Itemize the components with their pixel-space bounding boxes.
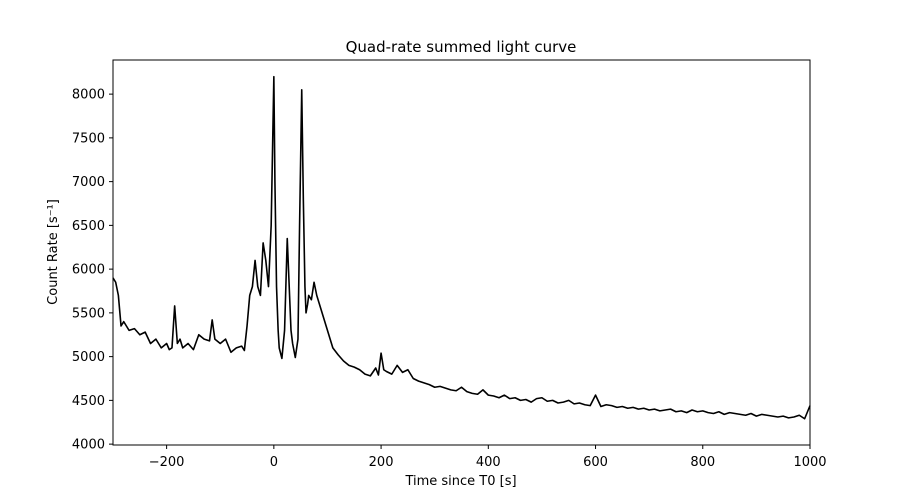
x-axis: −200 0 200 400 600 800 1000	[149, 445, 827, 470]
y-axis-label: Count Rate [s⁻¹]	[46, 199, 61, 305]
series-line-0	[112, 75, 811, 420]
x-tick-label: 400	[476, 455, 501, 470]
y-tick-label: 5000	[72, 350, 105, 365]
x-tick-label: 800	[690, 455, 715, 470]
y-tick-label: 7000	[72, 175, 105, 190]
x-tick-label: −200	[149, 455, 185, 470]
y-tick-label: 8000	[72, 88, 105, 103]
y-tick-label: 4000	[72, 438, 105, 453]
series-layer	[112, 75, 811, 420]
plot-frame	[112, 59, 811, 446]
x-axis-label: Time since T0 [s]	[404, 474, 516, 489]
x-tick-label: 1000	[793, 455, 826, 470]
y-tick-label: 4500	[72, 394, 105, 409]
y-tick-label: 6500	[72, 219, 105, 234]
plot-area	[112, 59, 811, 446]
x-tick-label: 600	[583, 455, 608, 470]
y-tick-label: 5500	[72, 306, 105, 321]
x-tick-label: 200	[369, 455, 394, 470]
chart-title: Quad-rate summed light curve	[346, 38, 577, 56]
y-axis: 4000 4500 5000 5500 6000 6500 7000 7500 8000	[72, 88, 113, 453]
y-tick-label: 7500	[72, 131, 105, 146]
y-tick-label: 6000	[72, 263, 105, 278]
x-tick-label: 0	[270, 455, 278, 470]
